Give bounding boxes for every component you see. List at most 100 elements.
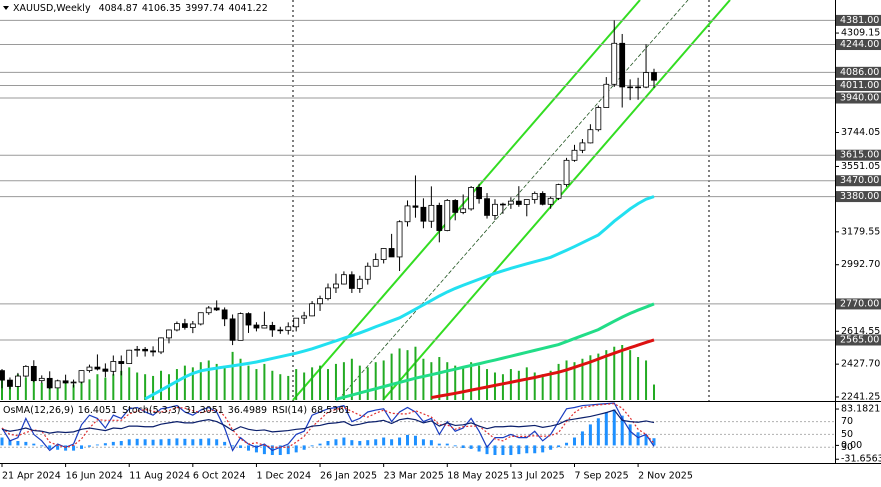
osma-bar: [533, 445, 537, 454]
level-label: 4086.00: [840, 67, 879, 78]
osma-bar: [453, 445, 457, 447]
volume-bar: [239, 358, 242, 400]
osma-bar: [318, 443, 322, 446]
channel-line: [382, 0, 731, 401]
candle-body: [237, 313, 244, 341]
volume-bar: [152, 375, 155, 400]
candle-body: [245, 313, 252, 326]
osma-bar: [557, 445, 561, 448]
candle-body: [150, 350, 156, 353]
volume-bar: [303, 372, 306, 400]
y-tick-label: 4309.15: [841, 28, 880, 39]
volume-bar: [350, 358, 353, 400]
x-tick-label: 16 Jun 2024: [66, 471, 123, 482]
volume-bar: [80, 375, 83, 400]
candle-body: [46, 377, 53, 389]
candle-body: [317, 298, 323, 305]
volume-bar: [271, 370, 274, 400]
osma-bar: [604, 412, 608, 446]
osma-bar: [636, 432, 640, 446]
ohlc-high: 4106.35: [142, 3, 181, 14]
level-label-box: [836, 298, 881, 310]
volume-bar: [128, 367, 131, 400]
volume-bar: [382, 360, 385, 400]
y-tick-label: 2427.70: [841, 359, 880, 370]
osma-bar: [358, 441, 362, 446]
candle-body: [181, 323, 188, 328]
osma-bar: [119, 441, 123, 446]
x-tick-label: 18 May 2025: [447, 471, 509, 482]
osma-bar: [493, 445, 497, 456]
candle-body: [492, 203, 498, 216]
volume-bar: [581, 358, 584, 400]
candle-body: [54, 380, 61, 389]
candle-body: [86, 366, 93, 372]
volume-bar: [175, 369, 178, 400]
volume-bar: [565, 360, 568, 400]
osma-bar: [350, 440, 354, 446]
candle-body: [221, 309, 228, 320]
osma-bar: [286, 445, 290, 455]
candle-body: [325, 287, 331, 300]
volume-bar: [621, 345, 624, 400]
candle-body: [229, 318, 236, 341]
osma-bar: [72, 445, 76, 451]
candle-body: [134, 348, 141, 351]
volume-bar: [160, 370, 163, 400]
candle-body: [396, 221, 403, 258]
level-label-box: [836, 334, 881, 346]
candle-body: [341, 274, 347, 285]
candle-body: [277, 329, 284, 332]
osma-bar: [231, 445, 235, 447]
x-tick-label: 7 Sep 2025: [574, 471, 628, 482]
oscillator-panel: [0, 402, 835, 456]
candle-body: [38, 377, 45, 382]
candle-body: [372, 259, 379, 267]
x-tick-label: 13 Jul 2025: [511, 471, 565, 482]
volume-bar: [613, 346, 616, 400]
volume-bar: [557, 363, 560, 400]
level-label: 2770.00: [840, 298, 879, 309]
volume-bar: [24, 377, 27, 400]
candle-body: [0, 370, 5, 381]
osma-bar: [644, 434, 648, 446]
y2-tick-label: 70: [841, 416, 853, 427]
level-label-box: [836, 175, 881, 187]
volume-bar: [327, 369, 329, 400]
osma-bar: [485, 445, 489, 455]
x-tick-label: 21 Apr 2024: [2, 471, 61, 482]
candle-body: [102, 368, 109, 372]
osma-bar: [517, 445, 521, 455]
osma-bar: [40, 445, 44, 447]
candle-body: [507, 200, 514, 205]
candle-body: [571, 149, 578, 161]
candle-body: [356, 278, 363, 289]
moving-average: [431, 338, 655, 400]
candle-body: [651, 72, 657, 81]
volume-bar: [454, 365, 457, 400]
candle-body: [587, 129, 594, 144]
volume-bar: [334, 363, 337, 400]
osma-bar: [95, 444, 99, 446]
candle-body: [126, 349, 133, 364]
volume-bar: [438, 357, 441, 400]
candle-body: [309, 303, 315, 317]
volume-bar: [223, 365, 226, 400]
moving-average: [335, 302, 655, 401]
osma-bar: [406, 434, 410, 446]
volume-bar: [64, 381, 67, 400]
volume-bar: [374, 362, 377, 400]
osma-bar: [580, 431, 584, 446]
candle-body: [555, 184, 562, 199]
osma-bar: [56, 445, 60, 450]
volume-bar: [144, 374, 147, 400]
candle-body: [563, 159, 570, 186]
osma-bar: [588, 424, 592, 446]
osma-bar: [0, 437, 4, 446]
candle-body: [444, 200, 451, 231]
osma-bar: [652, 438, 656, 446]
volume-bar: [462, 367, 465, 400]
osma-bar: [413, 435, 417, 446]
volume-bar: [255, 369, 258, 400]
volume-bar: [279, 374, 282, 400]
